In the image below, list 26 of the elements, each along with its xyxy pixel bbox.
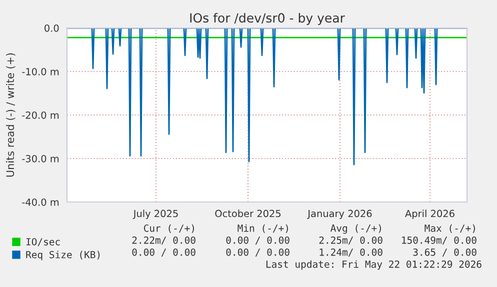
x-tick-label: July 2025 (132, 210, 178, 220)
text: Cur (-/+) (144, 224, 194, 233)
y-tick-label: -30.0 m (22, 154, 59, 162)
text: Max (-/+) (424, 224, 475, 233)
y-tick-label: -10.0 m (22, 68, 59, 76)
text: 0.00 / 0.00 (132, 248, 196, 257)
x-tick-label: October 2025 (215, 210, 281, 218)
text: Avg (-/+) (330, 224, 381, 234)
x-tick-label: April 2026 (405, 210, 454, 220)
text: 3.65 / 0.00 (413, 248, 476, 257)
text: 0.00 / 0.00 (226, 236, 290, 245)
y-tick-label: 0.0 (44, 24, 59, 32)
text: 0.00 / 0.00 (226, 248, 290, 257)
chart-title: IOs for /dev/sr0 - by year (190, 12, 345, 26)
text: 2.22m/ 0.00 (132, 236, 196, 245)
x-tick-label: January 2026 (307, 210, 372, 220)
y-tick-label: -40.0 m (22, 198, 59, 206)
y-axis-title: Units read (-) / write (+) (6, 53, 16, 177)
text: Last update: Fri May 22 01:22:29 2026 (266, 260, 482, 270)
text: 2.25m/ 0.00 (319, 236, 382, 245)
text: 150.49m/ 0.00 (402, 236, 476, 245)
legend-label: Req Size (KB) (26, 250, 100, 260)
text: 1.24m/ 0.00 (320, 248, 382, 257)
y-tick-label: -20.0 m (22, 111, 59, 119)
legend-label: IO/sec (26, 238, 60, 246)
text: Min (-/+) (238, 224, 288, 233)
